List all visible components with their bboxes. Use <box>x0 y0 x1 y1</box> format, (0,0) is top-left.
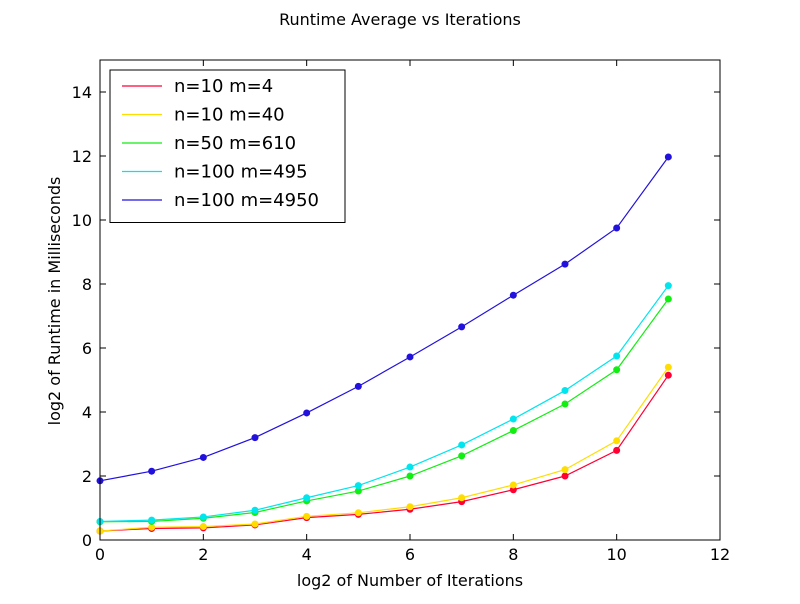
data-point-s3-10 <box>613 352 621 360</box>
data-point-s2-11 <box>664 295 672 303</box>
chart-title: Runtime Average vs Iterations <box>279 10 521 29</box>
x-tick-label: 8 <box>508 545 518 564</box>
data-point-s4-2 <box>199 453 207 461</box>
data-point-s1-3 <box>251 520 259 528</box>
legend-entry-1: n=10 m=40 <box>174 105 285 126</box>
data-point-s4-9 <box>561 260 569 268</box>
y-tick-label: 4 <box>82 403 92 422</box>
y-tick-label: 10 <box>72 211 92 230</box>
data-point-s3-3 <box>251 506 259 514</box>
data-point-s0-10 <box>613 446 621 454</box>
data-point-s3-4 <box>303 494 311 502</box>
data-point-s1-10 <box>613 437 621 445</box>
data-point-s2-5 <box>354 487 362 495</box>
data-point-s2-7 <box>458 452 466 460</box>
data-point-s4-4 <box>303 409 311 417</box>
data-point-s4-6 <box>406 353 414 361</box>
data-point-s1-6 <box>406 503 414 511</box>
data-point-s3-5 <box>354 482 362 490</box>
series-line-4 <box>99 156 669 482</box>
y-tick-label: 2 <box>82 467 92 486</box>
data-point-s4-11 <box>664 153 672 161</box>
data-point-s2-8 <box>509 427 517 435</box>
data-point-s4-10 <box>613 224 621 232</box>
y-tick-label: 8 <box>82 275 92 294</box>
data-point-s1-5 <box>354 509 362 517</box>
data-point-s3-11 <box>664 282 672 290</box>
series-line-0 <box>99 374 669 532</box>
data-point-s1-1 <box>148 523 156 531</box>
legend: n=10 m=4 n=10 m=40 n=50 m=610 n=100 m=495 n=… <box>109 69 346 223</box>
data-point-s1-2 <box>199 523 207 531</box>
data-point-s3-6 <box>406 463 414 471</box>
data-point-s4-3 <box>251 434 259 442</box>
data-point-s2-10 <box>613 366 621 374</box>
legend-box <box>109 69 346 223</box>
data-point-s3-2 <box>199 513 207 521</box>
y-tick-label: 6 <box>82 339 92 358</box>
data-point-s3-8 <box>509 415 517 423</box>
data-point-s2-9 <box>561 400 569 408</box>
plot-area: 0 2 4 6 8 10 12 0 2 4 6 8 10 12 14 <box>72 59 730 564</box>
data-point-s4-8 <box>509 291 517 299</box>
legend-entry-4: n=100 m=4950 <box>174 190 319 211</box>
data-point-s4-7 <box>458 323 466 331</box>
y-axis-label: log2 of Runtime in Milliseconds <box>45 177 64 426</box>
x-tick-label: 0 <box>95 545 105 564</box>
data-point-s2-6 <box>406 472 414 480</box>
data-point-s3-9 <box>561 387 569 395</box>
x-tick-label: 10 <box>606 545 626 564</box>
data-point-s3-1 <box>148 516 156 524</box>
x-tick-label: 4 <box>302 545 312 564</box>
data-point-s0-9 <box>561 472 569 480</box>
data-point-s1-9 <box>561 466 569 474</box>
data-point-s1-4 <box>303 512 311 520</box>
series-line-3 <box>99 285 669 523</box>
legend-entry-2: n=50 m=610 <box>174 133 296 154</box>
data-point-s3-7 <box>458 441 466 449</box>
data-point-s1-11 <box>664 363 672 371</box>
legend-entry-3: n=100 m=495 <box>174 162 308 183</box>
legend-entry-0: n=10 m=4 <box>174 76 273 97</box>
data-point-s1-7 <box>458 494 466 502</box>
y-tick-label: 14 <box>72 83 92 102</box>
data-point-s1-8 <box>509 481 517 489</box>
y-tick-label: 0 <box>82 531 92 550</box>
x-tick-label: 2 <box>198 545 208 564</box>
y-tick-label: 12 <box>72 147 92 166</box>
data-point-s4-5 <box>354 382 362 390</box>
x-axis-label: log2 of Number of Iterations <box>297 571 523 590</box>
data-point-s0-8 <box>509 486 517 494</box>
x-tick-label: 6 <box>405 545 415 564</box>
series-line-1 <box>99 366 669 532</box>
series-line-2 <box>99 298 669 523</box>
data-point-s4-1 <box>148 467 156 475</box>
data-point-s0-11 <box>664 371 672 379</box>
x-tick-label: 12 <box>710 545 730 564</box>
